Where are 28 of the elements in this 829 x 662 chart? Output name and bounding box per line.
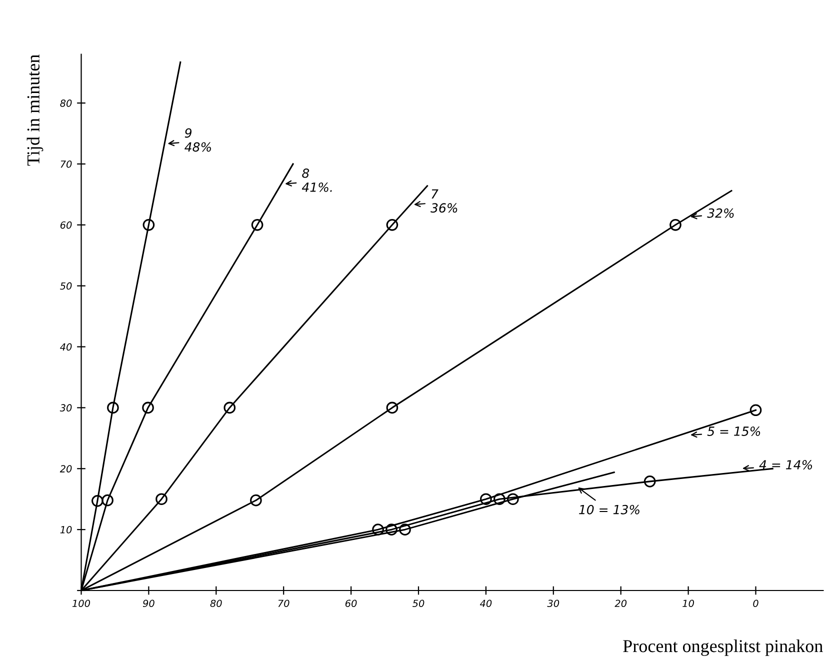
y-tick-label: 60 <box>60 221 72 229</box>
x-tick-label: 90 <box>142 600 154 608</box>
annotation: 9 48% <box>184 128 211 152</box>
y-tick-label: 50 <box>60 282 72 290</box>
annotation: 8 41%. <box>302 168 332 192</box>
annotation: 5 = 15% <box>707 426 760 436</box>
annotation: 7 36% <box>430 189 458 213</box>
y-tick-label: 30 <box>60 404 72 412</box>
annotation: 10 = 13% <box>579 504 640 514</box>
y-tick-label: 70 <box>60 160 72 168</box>
x-tick-label: 50 <box>412 600 424 608</box>
x-tick-label: 100 <box>72 600 90 608</box>
x-tick-label: 20 <box>614 600 627 608</box>
x-tick-label: 70 <box>278 600 290 608</box>
x-tick-label: 30 <box>547 600 560 608</box>
x-tick-label: 10 <box>682 600 694 608</box>
y-tick-label: 80 <box>60 100 72 107</box>
y-axis-title: Tijd in minuten <box>26 54 44 166</box>
x-tick-label: 80 <box>210 600 222 608</box>
annotation: 4 = 14% <box>759 460 812 470</box>
y-tick-label: 40 <box>60 343 72 351</box>
x-tick-label: 0 <box>753 600 758 608</box>
y-tick-label: 20 <box>60 465 72 472</box>
x-axis-title: Procent ongesplitst pinakon <box>623 639 823 656</box>
x-tick-label: 60 <box>345 600 357 608</box>
annotation: 32% <box>707 208 734 218</box>
x-tick-label: 40 <box>480 600 492 608</box>
y-tick-label: 10 <box>60 526 72 534</box>
